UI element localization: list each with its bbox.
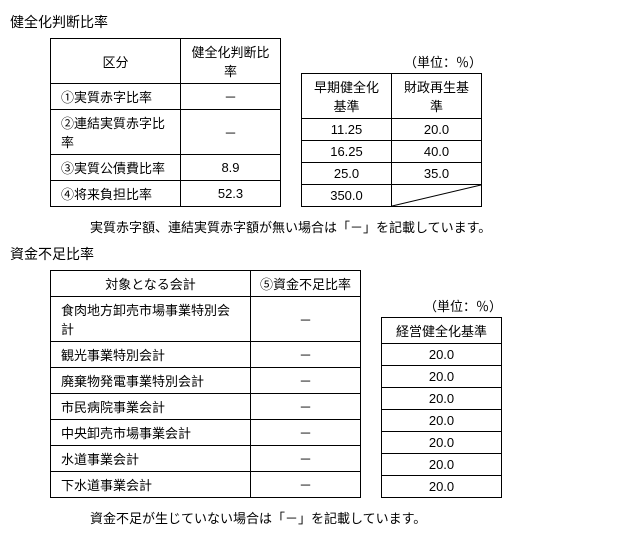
section2-left-table: 対象となる会計 ⑤資金不足比率 食肉地方卸売市場事業特別会計－ 観光事業特別会計… [50, 270, 361, 498]
s2l-r1-label: 観光事業特別会計 [51, 342, 251, 368]
section1-tables: 区分 健全化判断比率 ①実質赤字比率 － ②連結実質赤字比率 － ③実質公債費比… [50, 38, 617, 207]
s1r-header-1: 財政再生基準 [392, 74, 482, 119]
s1r-r3-c1: 350.0 [302, 185, 392, 207]
s2l-header-0: 対象となる会計 [51, 271, 251, 297]
s1r-r3-c2-diagonal [392, 185, 482, 207]
s2l-r3-value: － [251, 394, 361, 420]
s2r-r6: 20.0 [382, 476, 502, 498]
table-row: 20.0 [382, 344, 502, 366]
s2r-r3: 20.0 [382, 410, 502, 432]
table-row: 水道事業会計－ [51, 446, 361, 472]
s1l-r1-label: ②連結実質赤字比率 [51, 110, 181, 155]
s2l-r5-value: － [251, 446, 361, 472]
s2l-r2-value: － [251, 368, 361, 394]
s2r-r2: 20.0 [382, 388, 502, 410]
s2l-r2-label: 廃棄物発電事業特別会計 [51, 368, 251, 394]
table-row: 25.0 35.0 [302, 163, 482, 185]
s2r-r0: 20.0 [382, 344, 502, 366]
section2-note: 資金不足が生じていない場合は「－」を記載しています。 [90, 508, 617, 527]
table-row: 廃棄物発電事業特別会計－ [51, 368, 361, 394]
s1l-r0-value: － [181, 84, 281, 110]
s2l-header-1: ⑤資金不足比率 [251, 271, 361, 297]
table-row: 20.0 [382, 476, 502, 498]
s1r-r1-c1: 16.25 [302, 141, 392, 163]
s2r-r1: 20.0 [382, 366, 502, 388]
table-row: 20.0 [382, 432, 502, 454]
s1l-header-1: 健全化判断比率 [181, 39, 281, 84]
s2r-header: 経営健全化基準 [382, 318, 502, 344]
section1-note: 実質赤字額、連結実質赤字額が無い場合は「－」を記載しています。 [90, 217, 617, 236]
section1-left-table: 区分 健全化判断比率 ①実質赤字比率 － ②連結実質赤字比率 － ③実質公債費比… [50, 38, 281, 207]
section2-tables: 対象となる会計 ⑤資金不足比率 食肉地方卸売市場事業特別会計－ 観光事業特別会計… [50, 270, 617, 498]
s1r-r0-c2: 20.0 [392, 119, 482, 141]
s1l-header-0: 区分 [51, 39, 181, 84]
table-row: 350.0 [302, 185, 482, 207]
s2r-r4: 20.0 [382, 432, 502, 454]
table-row: 16.25 40.0 [302, 141, 482, 163]
s1r-r2-c2: 35.0 [392, 163, 482, 185]
table-row: ④将来負担比率 52.3 [51, 181, 281, 207]
s1l-r3-value: 52.3 [181, 181, 281, 207]
section1-title: 健全化判断比率 [10, 12, 617, 32]
table-row: 20.0 [382, 388, 502, 410]
section2-right-table: 経営健全化基準 20.0 20.0 20.0 20.0 20.0 20.0 20… [381, 317, 502, 498]
s1l-r1-value: － [181, 110, 281, 155]
table-row: 20.0 [382, 366, 502, 388]
section1-right-table: 早期健全化基準 財政再生基準 11.25 20.0 16.25 40.0 25.… [301, 73, 482, 207]
s2l-r4-value: － [251, 420, 361, 446]
s1r-r1-c2: 40.0 [392, 141, 482, 163]
s1r-r0-c1: 11.25 [302, 119, 392, 141]
section1-unit: （単位：％） [301, 52, 482, 71]
section2-title: 資金不足比率 [10, 244, 617, 264]
s1l-r3-label: ④将来負担比率 [51, 181, 181, 207]
table-row: 11.25 20.0 [302, 119, 482, 141]
s2l-r6-label: 下水道事業会計 [51, 472, 251, 498]
s2l-r4-label: 中央卸売市場事業会計 [51, 420, 251, 446]
s2l-r0-value: － [251, 297, 361, 342]
s2l-r5-label: 水道事業会計 [51, 446, 251, 472]
s2l-r1-value: － [251, 342, 361, 368]
table-row: 市民病院事業会計－ [51, 394, 361, 420]
s2r-r5: 20.0 [382, 454, 502, 476]
table-row: ②連結実質赤字比率 － [51, 110, 281, 155]
table-row: ①実質赤字比率 － [51, 84, 281, 110]
table-row: 中央卸売市場事業会計－ [51, 420, 361, 446]
s2l-r6-value: － [251, 472, 361, 498]
table-row: ③実質公債費比率 8.9 [51, 155, 281, 181]
table-row: 食肉地方卸売市場事業特別会計－ [51, 297, 361, 342]
table-row: 20.0 [382, 410, 502, 432]
section2-unit: （単位：％） [381, 296, 502, 315]
s1r-header-0: 早期健全化基準 [302, 74, 392, 119]
s2l-r3-label: 市民病院事業会計 [51, 394, 251, 420]
table-row: 下水道事業会計－ [51, 472, 361, 498]
table-row: 観光事業特別会計－ [51, 342, 361, 368]
diagonal-line-icon [392, 185, 481, 206]
s2l-r0-label: 食肉地方卸売市場事業特別会計 [51, 297, 251, 342]
table-row: 20.0 [382, 454, 502, 476]
s1l-r0-label: ①実質赤字比率 [51, 84, 181, 110]
s1r-r2-c1: 25.0 [302, 163, 392, 185]
s1l-r2-value: 8.9 [181, 155, 281, 181]
s1l-r2-label: ③実質公債費比率 [51, 155, 181, 181]
